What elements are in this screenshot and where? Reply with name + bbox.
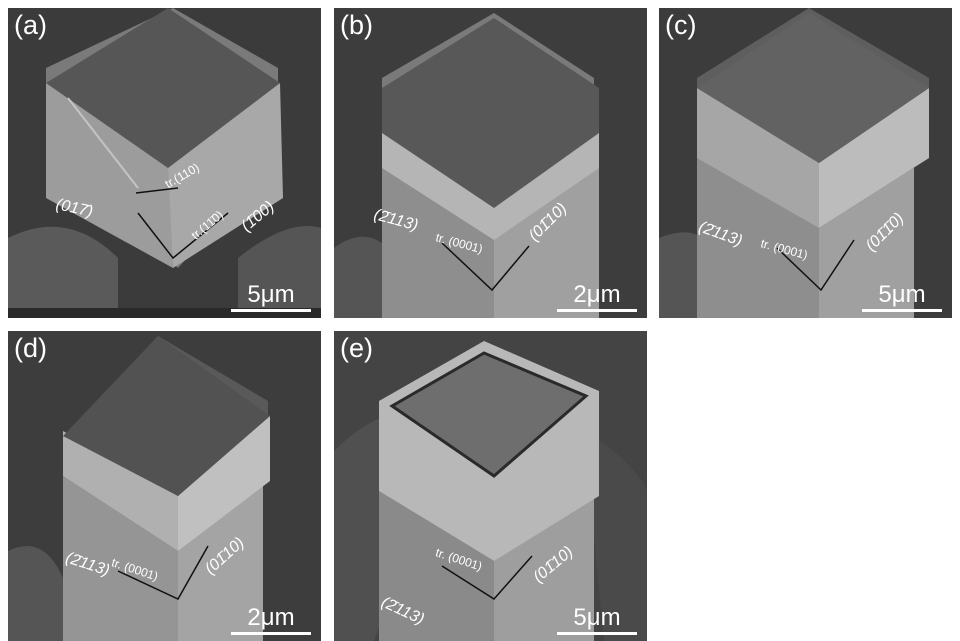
micropillar-image-d xyxy=(8,331,321,641)
scale-bar-line xyxy=(862,309,942,312)
scale-bar-label: 5μm xyxy=(878,281,926,308)
sem-panel-e: (e) (2̄113) tr. (0001) (01̄10) 5μm xyxy=(334,331,647,641)
panel-label: (b) xyxy=(340,10,373,40)
scale-bar: 2μm xyxy=(557,283,637,312)
panel-label: (e) xyxy=(340,333,373,363)
scale-bar: 5μm xyxy=(557,606,637,635)
scale-bar-line xyxy=(557,309,637,312)
micropillar-image-c xyxy=(659,8,952,318)
micropillar-image-e xyxy=(334,331,647,641)
sem-panel-c: (c) (2̄113) tr. (0001) (01̄1̄0) 5μm xyxy=(659,8,952,318)
scale-bar-line xyxy=(231,309,311,312)
panel-label: (a) xyxy=(14,10,47,40)
scale-bar-label: 2μm xyxy=(247,604,295,631)
panel-label: (c) xyxy=(665,10,697,40)
scale-bar-line xyxy=(557,632,637,635)
sem-panel-a: (a) (017̄) tr.(110) tr.(11̄0) (1̄00) 5μm xyxy=(8,8,321,318)
sem-panel-b: (b) (2̄113) tr. (0001) (01̄10) 2μm xyxy=(334,8,647,318)
scale-bar-label: 5μm xyxy=(573,604,621,631)
sem-panel-d: (d) (2̄113) tr. (0001) (01̄10) 2μm xyxy=(8,331,321,641)
panel-label: (d) xyxy=(14,333,47,363)
scale-bar: 5μm xyxy=(862,283,942,312)
scale-bar-line xyxy=(231,632,311,635)
scale-bar-label: 2μm xyxy=(573,281,621,308)
scale-bar: 2μm xyxy=(231,606,311,635)
scale-bar: 5μm xyxy=(231,283,311,312)
micropillar-image-b xyxy=(334,8,647,318)
scale-bar-label: 5μm xyxy=(247,281,295,308)
micropillar-image-a xyxy=(8,8,321,318)
